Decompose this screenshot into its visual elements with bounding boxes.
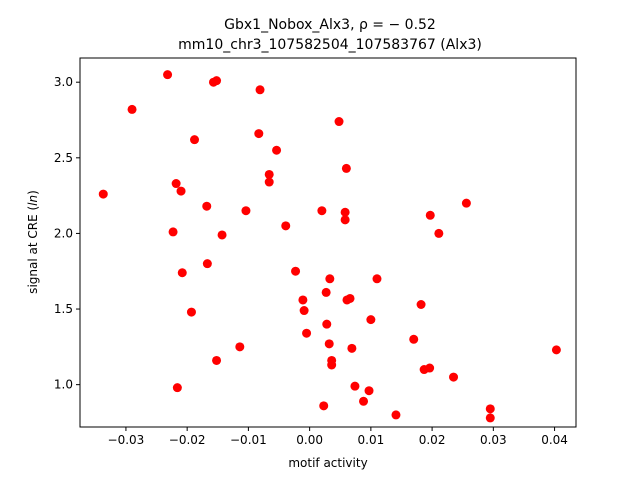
data-point xyxy=(485,404,495,414)
data-point xyxy=(322,319,332,329)
x-tick-label: 0.03 xyxy=(480,433,507,447)
x-axis-ticks: −0.03 −0.02 −0.01 0.00 0.01 0.02 0.03 0.04 xyxy=(108,427,568,447)
data-point xyxy=(212,355,222,365)
x-tick-label: 0.02 xyxy=(419,433,446,447)
data-point xyxy=(127,104,137,114)
data-point xyxy=(416,300,426,310)
y-tick-label: 3.0 xyxy=(54,75,73,89)
data-point xyxy=(345,293,355,303)
data-point xyxy=(449,372,459,382)
data-point xyxy=(299,306,309,316)
data-point xyxy=(551,345,561,355)
data-point xyxy=(264,177,274,187)
x-tick-label: −0.01 xyxy=(230,433,267,447)
data-point xyxy=(171,179,181,189)
x-axis-title: motif activity xyxy=(288,456,367,470)
data-point xyxy=(461,198,471,208)
chart-title-line1: Gbx1_Nobox_Alx3, ρ = − 0.52 xyxy=(224,17,436,33)
data-point xyxy=(291,266,301,276)
data-point xyxy=(172,383,182,393)
data-point xyxy=(391,410,401,420)
data-point xyxy=(168,227,178,237)
y-axis-title: signal at CRE (ln) xyxy=(26,190,40,294)
data-point xyxy=(254,129,264,139)
plot-area-frame xyxy=(79,57,577,428)
x-tick-label: 0.04 xyxy=(541,433,568,447)
data-point xyxy=(212,76,222,86)
data-point xyxy=(364,386,374,396)
data-point xyxy=(340,215,350,225)
data-point xyxy=(163,70,173,80)
data-point xyxy=(327,360,337,370)
y-tick-label: 2.5 xyxy=(54,151,73,165)
data-point xyxy=(409,334,419,344)
data-point xyxy=(359,396,369,406)
data-point xyxy=(177,268,187,278)
data-point xyxy=(434,228,444,238)
data-point xyxy=(340,207,350,217)
data-point xyxy=(264,169,274,179)
data-point xyxy=(255,85,265,95)
chart-title-line2: mm10_chr3_107582504_107583767 (Alx3) xyxy=(178,37,482,53)
data-point xyxy=(372,274,382,284)
y-tick-label: 1.5 xyxy=(54,302,73,316)
data-point xyxy=(324,339,334,349)
data-point xyxy=(334,117,344,127)
data-point xyxy=(272,145,282,155)
data-point xyxy=(485,413,495,423)
data-point xyxy=(321,287,331,297)
y-axis-title-part-1: signal at CRE ( xyxy=(26,206,40,294)
data-point xyxy=(366,315,376,325)
data-point xyxy=(341,163,351,173)
data-point xyxy=(235,342,245,352)
data-point xyxy=(319,401,329,411)
y-tick-label: 1.0 xyxy=(54,378,73,392)
data-point xyxy=(425,363,435,373)
data-point xyxy=(176,186,186,196)
x-tick-label: −0.03 xyxy=(108,433,145,447)
y-axis-title-italic: ln xyxy=(26,195,40,206)
data-points xyxy=(98,70,561,423)
x-tick-label: 0.00 xyxy=(296,433,323,447)
data-point xyxy=(347,343,357,353)
data-point xyxy=(302,328,312,338)
data-point xyxy=(298,295,308,305)
y-axis-ticks: 1.0 1.5 2.0 2.5 3.0 xyxy=(54,75,80,392)
data-point xyxy=(350,381,360,391)
data-point xyxy=(202,201,212,211)
data-point xyxy=(317,206,327,216)
data-point xyxy=(281,221,291,231)
data-point xyxy=(241,206,251,216)
data-point xyxy=(202,259,212,269)
data-point xyxy=(217,230,227,240)
data-point xyxy=(186,307,196,317)
y-tick-label: 2.0 xyxy=(54,226,73,240)
data-point xyxy=(325,274,335,284)
data-point xyxy=(425,210,435,220)
x-tick-label: 0.01 xyxy=(358,433,385,447)
x-tick-label: −0.02 xyxy=(169,433,206,447)
y-axis-title-part-2: ) xyxy=(26,190,40,195)
data-point xyxy=(98,189,108,199)
data-point xyxy=(190,135,200,145)
